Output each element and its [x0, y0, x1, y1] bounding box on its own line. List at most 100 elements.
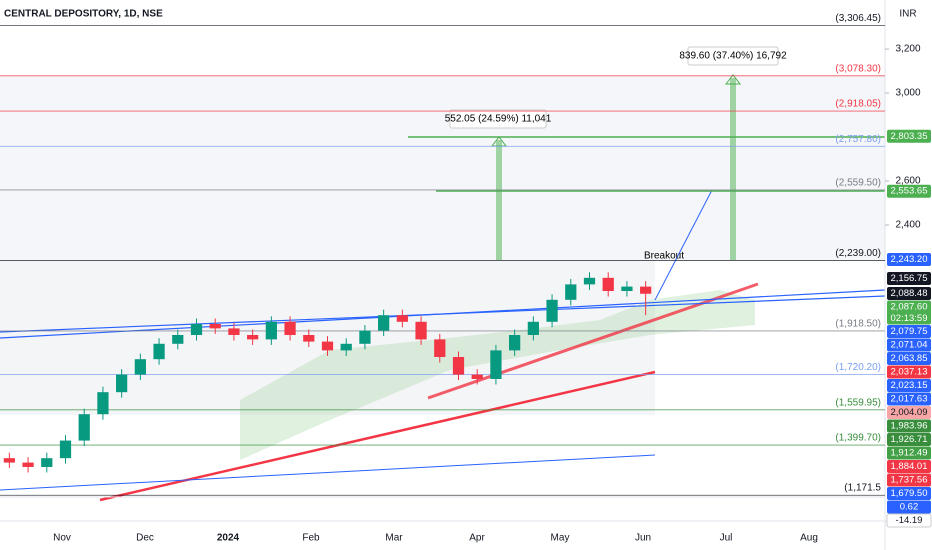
price-tag-label: 2,088.48 [891, 288, 928, 299]
annotation-box [687, 46, 779, 66]
price-tag-label: 2,553.65 [891, 186, 928, 197]
candle-body [22, 462, 34, 467]
countdown: 02:13:59 [891, 313, 928, 324]
price-tag [887, 460, 931, 474]
candle-body [527, 321, 539, 335]
price-tag [887, 287, 931, 301]
candle-body [509, 334, 521, 351]
y-tick-label: 2,400 [895, 220, 920, 231]
candle-body [59, 440, 72, 459]
level-label: (2,757.80) [835, 134, 881, 145]
candle-body [602, 277, 614, 292]
price-tag-label: 1,737.56 [891, 475, 928, 486]
price-tag [887, 433, 931, 447]
price-tag-label: 1,912.49 [891, 448, 928, 459]
level-label: (1,399.70) [835, 433, 881, 444]
price-tag-label: 1,679.50 [891, 488, 928, 499]
price-tag [887, 379, 931, 393]
candle-body [228, 328, 240, 335]
candle-body [190, 323, 203, 335]
candle-body [116, 374, 128, 393]
price-tag-label: 2,087.60 [891, 302, 928, 313]
candle-body [490, 350, 502, 379]
x-tick-label: Feb [302, 533, 320, 544]
price-tag-label: 2,156.75 [891, 273, 928, 284]
candle-body [284, 321, 296, 335]
price-tag-label: 2,017.63 [891, 394, 928, 405]
candle-body [3, 458, 15, 463]
x-tick-label: Aug [800, 533, 818, 544]
price-tag-label: 2,803.35 [891, 131, 928, 142]
price-tag [887, 419, 931, 433]
x-tick-label: May [551, 533, 570, 544]
candle-body [434, 339, 446, 357]
currency: INR [899, 9, 916, 20]
price-tag [887, 352, 931, 366]
price-tag [887, 446, 931, 460]
price-tag-label: 2,079.75 [891, 326, 928, 337]
x-tick-label: Nov [53, 533, 71, 544]
price-tag [887, 300, 931, 325]
resistance-trendline [0, 295, 886, 333]
price-tag-label: 2,243.20 [891, 254, 928, 265]
x-tick-label: 2024 [217, 533, 240, 544]
price-tag-label: 1,983.96 [891, 421, 928, 432]
candle-body [415, 321, 427, 340]
level-label: (1,171.5 [844, 483, 881, 494]
price-tag-label: 1,926.71 [891, 434, 928, 445]
annotation: 839.60 (37.40%) 16,792 [679, 51, 787, 62]
price-tag [887, 129, 931, 143]
price-tag [887, 338, 931, 352]
y-tick-label: 3,000 [895, 88, 920, 99]
x-tick-label: Mar [385, 533, 403, 544]
price-tag [887, 487, 931, 501]
x-tick-label: Jun [635, 533, 651, 544]
price-tag [887, 365, 931, 379]
chart-title: CENTRAL DEPOSITORY, 1D, NSE [4, 9, 163, 20]
cloud [240, 290, 755, 460]
candle-body [41, 458, 53, 467]
y-tick-label: 2,600 [895, 176, 920, 187]
candle-body [546, 299, 558, 322]
price-tag [887, 392, 931, 406]
candle-body [97, 392, 109, 415]
candle-body [452, 356, 465, 375]
level-label: (3,306.45) [835, 13, 881, 24]
price-tag [887, 253, 931, 267]
long-trendline [99, 370, 656, 502]
candle-body [321, 341, 334, 351]
price-tag [887, 500, 931, 514]
candle-body [471, 374, 483, 379]
annotation-box [449, 109, 547, 129]
candle-body [396, 315, 408, 322]
measure-arrow [496, 140, 502, 260]
price-tag-label: 2,037.13 [891, 367, 928, 378]
price-tag [886, 513, 932, 528]
price-tag-label: 1,884.01 [891, 461, 928, 472]
level-label: (2,918.05) [835, 99, 881, 110]
candle-body [303, 334, 315, 342]
candle-body [340, 343, 352, 351]
price-tag [887, 473, 931, 487]
arrow-head [724, 74, 742, 85]
trendline [0, 454, 656, 491]
candle-body [265, 321, 277, 340]
candle-body [172, 334, 184, 344]
x-tick-label: Apr [469, 533, 485, 544]
price-tag-label: 0.62 [900, 502, 919, 513]
projection-arrow [654, 189, 713, 301]
price-tag-label: 2,004.09 [891, 407, 928, 418]
price-tag [887, 184, 931, 198]
level-label: (1,559.95) [835, 397, 881, 408]
price-tag-label: 2,023.15 [891, 380, 928, 391]
y-tick-label: 3,200 [895, 44, 920, 55]
candle-body [565, 284, 577, 300]
price-tag-label: 2,071.04 [891, 340, 928, 351]
price-tag [887, 325, 931, 339]
level-label: (1,720.20) [835, 362, 881, 373]
price-tag [887, 272, 931, 286]
measure-arrow [730, 78, 736, 260]
level-label: (2,559.50) [835, 177, 881, 188]
x-tick-label: Jul [720, 533, 733, 544]
